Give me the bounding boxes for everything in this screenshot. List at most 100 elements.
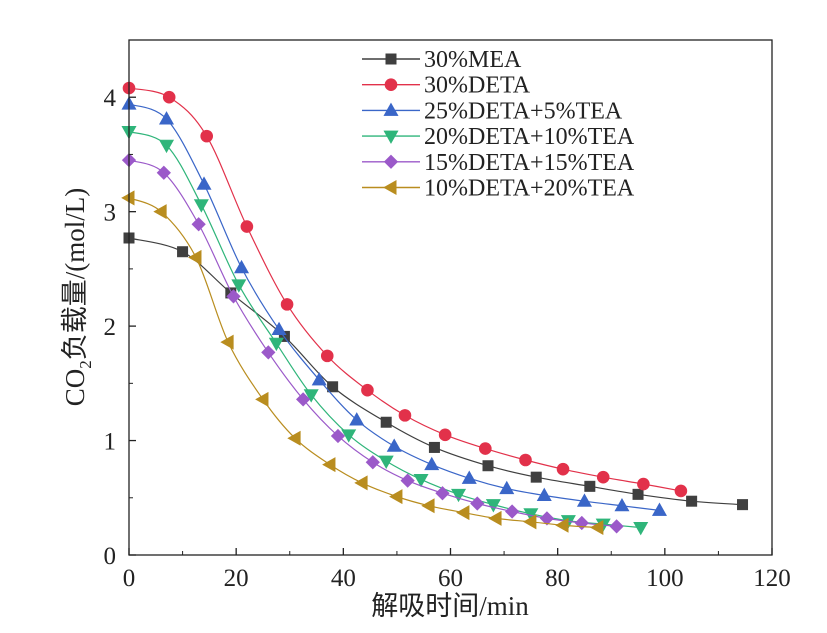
data-point	[556, 462, 570, 476]
data-point	[421, 498, 435, 514]
legend-marker	[383, 179, 397, 196]
y-axis-title-subscript: 2	[76, 360, 95, 369]
data-point	[322, 457, 336, 473]
data-point	[574, 515, 589, 531]
data-point	[504, 504, 520, 519]
y-tick-label: 1	[104, 429, 117, 456]
data-point	[576, 493, 592, 507]
legend-item: 15%DETA+15%TEA	[362, 150, 635, 176]
data-point	[499, 480, 515, 495]
data-point	[280, 298, 294, 311]
y-axis-title-pre: CO	[60, 369, 90, 407]
data-point	[349, 412, 365, 426]
x-tick-label: 120	[753, 565, 791, 592]
y-axis-title: CO2负载量/(mol/L)	[60, 188, 95, 407]
data-point	[523, 514, 537, 530]
data-point	[162, 90, 176, 104]
y-tick-label: 4	[104, 85, 117, 112]
series-line	[128, 87, 682, 492]
series-line	[128, 159, 617, 527]
data-point	[584, 480, 596, 492]
legend-label: 25%DETA+5%TEA	[424, 98, 623, 124]
data-point	[311, 372, 327, 386]
legend-label: 30%MEA	[424, 47, 522, 73]
data-point	[354, 475, 368, 491]
y-tick-label: 3	[104, 200, 117, 227]
axes-layer: 0 20 40 60 80 100 120 0 1 2 3 4	[104, 85, 791, 592]
data-point	[177, 246, 189, 258]
series-group	[122, 81, 688, 498]
data-point	[153, 204, 167, 220]
data-point	[424, 456, 440, 471]
series-line	[128, 103, 660, 511]
data-point	[200, 129, 213, 143]
data-point	[320, 349, 334, 363]
data-point	[271, 321, 287, 336]
data-point	[413, 473, 429, 488]
series-layer	[121, 81, 749, 536]
data-point	[633, 522, 649, 536]
y-axis-title-post: 负载量/(mol/L)	[60, 188, 90, 360]
data-point	[196, 176, 212, 190]
data-point	[596, 470, 610, 484]
data-point	[435, 486, 450, 501]
data-point	[614, 497, 630, 512]
data-point	[121, 190, 135, 206]
data-point	[296, 392, 311, 407]
legend-item: 10%DETA+20%TEA	[362, 176, 635, 202]
legend-label: 15%DETA+15%TEA	[424, 150, 635, 176]
legend-label: 20%DETA+10%TEA	[424, 124, 635, 150]
data-point	[287, 430, 301, 446]
legend-marker	[383, 130, 399, 144]
data-point	[461, 470, 477, 484]
series-group	[121, 126, 649, 536]
data-point	[637, 477, 650, 491]
data-point	[386, 438, 402, 452]
data-point	[303, 389, 319, 403]
data-point	[361, 383, 374, 397]
legend-item: 30%DETA	[362, 73, 531, 99]
data-point	[398, 409, 412, 422]
y-tick-label: 0	[104, 543, 117, 570]
legend-marker	[384, 78, 398, 91]
data-point	[193, 199, 209, 213]
data-point	[231, 279, 247, 293]
data-point	[330, 428, 346, 444]
x-tick-label: 80	[545, 565, 570, 592]
data-point	[609, 519, 624, 534]
data-point	[240, 220, 254, 233]
legend-item: 20%DETA+10%TEA	[362, 124, 635, 150]
data-point	[536, 487, 552, 501]
data-point	[651, 502, 667, 516]
data-point	[234, 259, 250, 274]
data-point	[686, 495, 698, 507]
data-point	[519, 453, 532, 467]
data-point	[674, 484, 688, 498]
data-point	[380, 416, 392, 428]
data-point	[539, 511, 555, 526]
x-tick-label: 20	[224, 565, 249, 592]
legend-marker	[383, 154, 399, 169]
data-point	[400, 473, 415, 488]
data-point	[438, 428, 452, 442]
data-point	[485, 499, 501, 513]
legend-item: 25%DETA+5%TEA	[362, 98, 623, 124]
data-point	[365, 455, 380, 470]
data-point	[158, 139, 175, 154]
x-tick-label: 100	[646, 565, 684, 592]
x-tick-label: 60	[438, 565, 463, 592]
data-point	[327, 381, 339, 393]
series-group	[121, 153, 624, 534]
data-point	[268, 337, 284, 352]
data-point	[530, 471, 542, 483]
legend-item: 30%MEA	[362, 47, 522, 73]
data-point	[158, 111, 175, 125]
data-point	[261, 345, 276, 360]
data-point	[341, 429, 357, 443]
legend-marker	[383, 102, 399, 116]
series-group	[121, 96, 667, 516]
legend-marker	[385, 53, 397, 65]
data-point	[482, 460, 494, 472]
data-point	[456, 505, 470, 521]
